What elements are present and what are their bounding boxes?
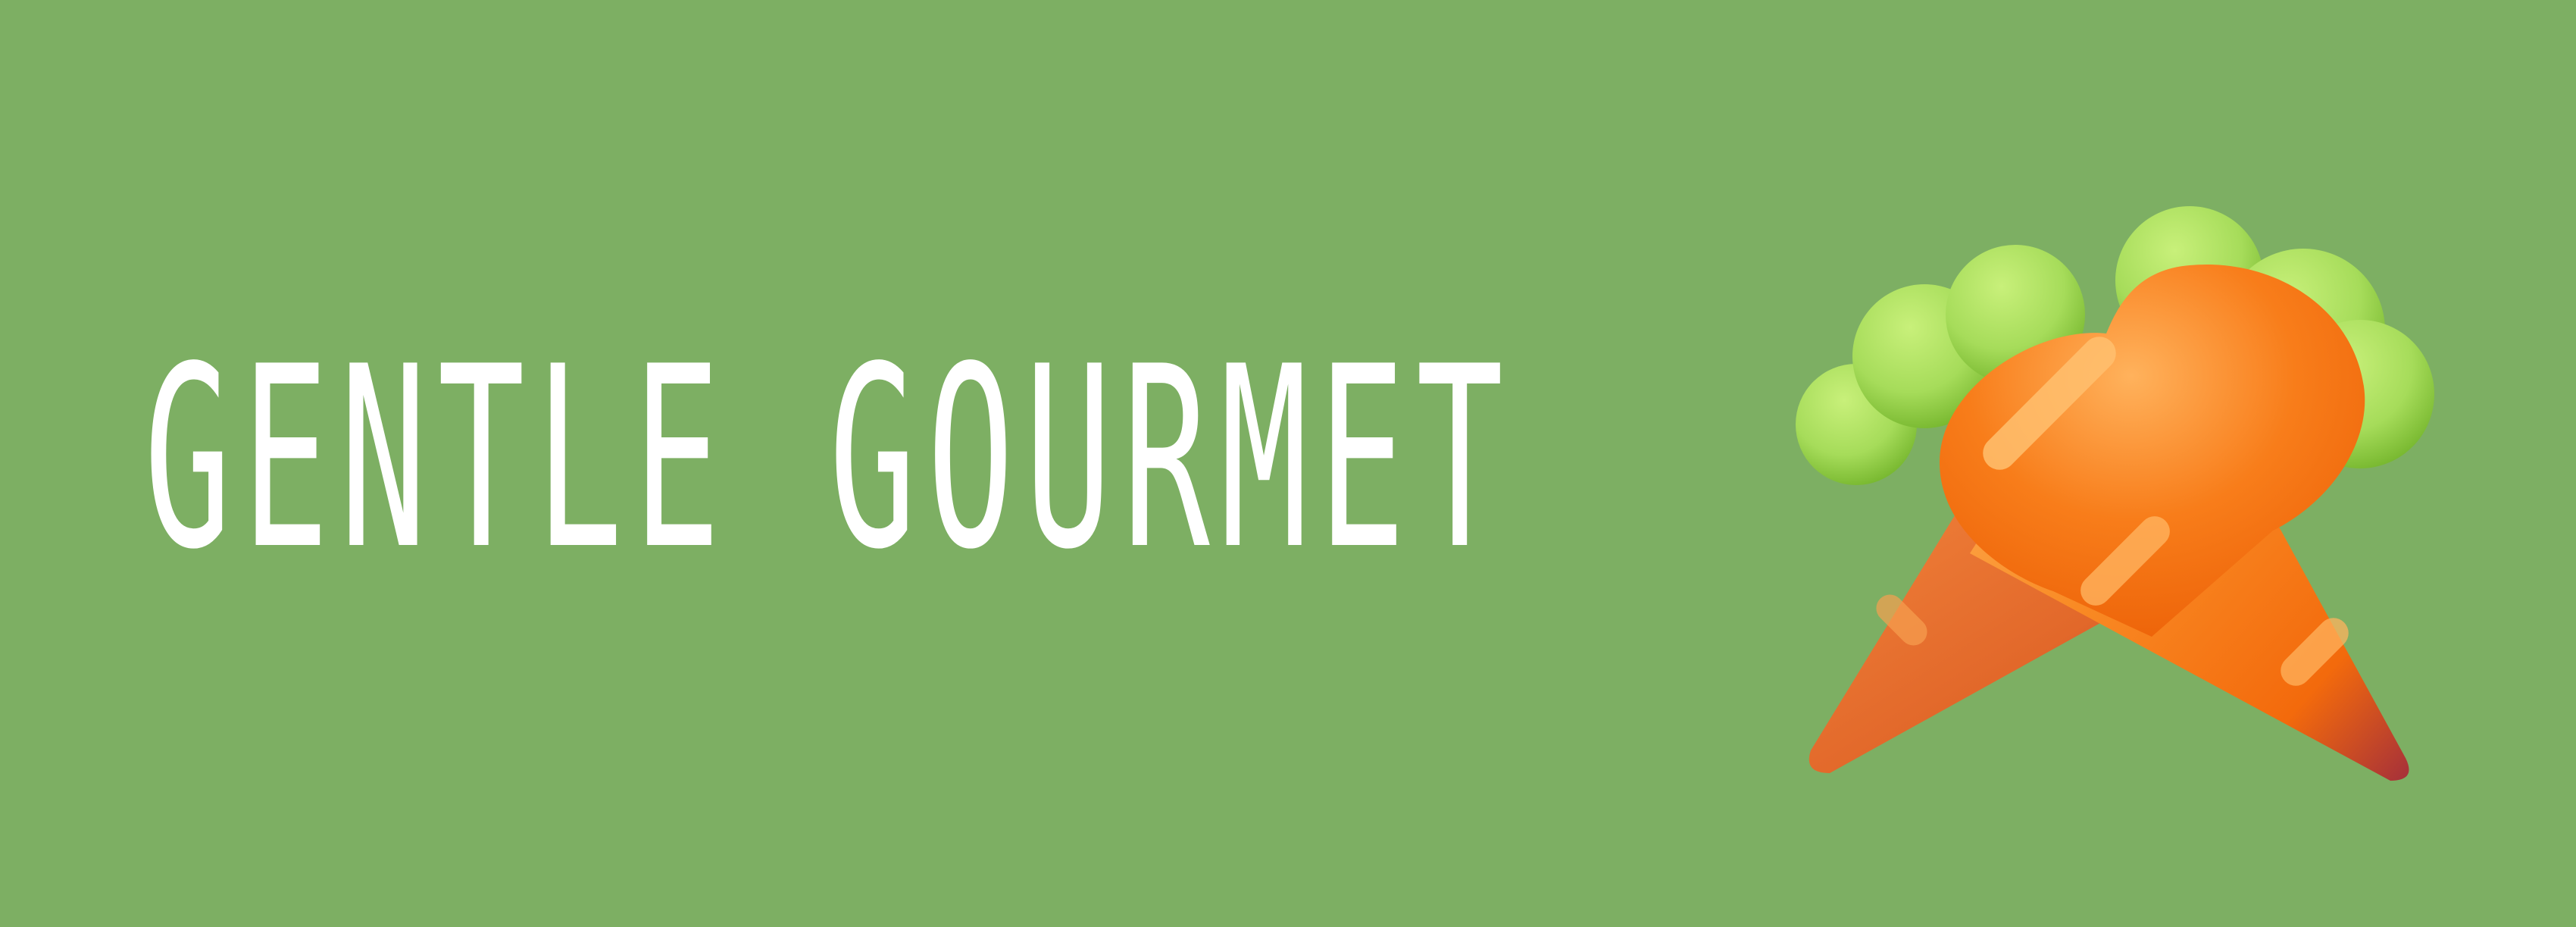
carrot-bulb xyxy=(1940,264,2365,686)
brand-name: GENTLE GOURMET xyxy=(144,313,1515,604)
carrots-icon xyxy=(1796,206,2434,781)
